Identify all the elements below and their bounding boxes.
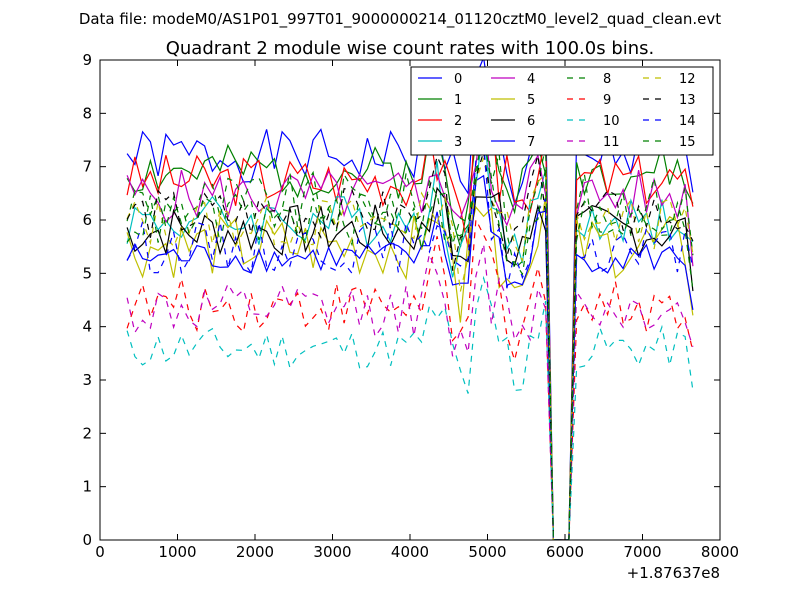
series-line-12 — [126, 157, 694, 540]
y-tick-label: 2 — [82, 424, 92, 442]
legend-label-1: 1 — [454, 93, 462, 108]
legend-label-10: 10 — [603, 114, 620, 129]
x-tick-label: 1000 — [158, 543, 196, 561]
series-layer — [126, 60, 694, 540]
series-line-4 — [126, 105, 694, 540]
legend-label-8: 8 — [603, 72, 611, 87]
legend-label-15: 15 — [679, 135, 696, 150]
y-tick-label: 7 — [82, 158, 92, 176]
y-tick-label: 5 — [82, 264, 92, 282]
x-tick-label: 0 — [95, 543, 105, 561]
series-line-10 — [126, 275, 694, 540]
legend-label-4: 4 — [527, 72, 535, 87]
legend-label-0: 0 — [454, 72, 462, 87]
series-line-13 — [126, 151, 694, 540]
x-tick-label: 8000 — [701, 543, 739, 561]
legend-label-2: 2 — [454, 114, 462, 129]
legend-label-9: 9 — [603, 93, 611, 108]
y-tick-label: 3 — [82, 371, 92, 389]
series-line-9 — [126, 217, 694, 540]
legend-label-11: 11 — [603, 135, 620, 150]
series-line-14 — [126, 142, 694, 540]
y-tick-label: 8 — [82, 104, 92, 122]
series-line-15 — [126, 118, 694, 540]
legend-label-7: 7 — [527, 135, 535, 150]
legend-label-13: 13 — [679, 93, 696, 108]
series-line-11 — [126, 243, 694, 540]
legend-label-5: 5 — [527, 93, 535, 108]
suptitle: Data file: modeM0/AS1P01_997T01_90000002… — [79, 10, 721, 29]
legend-label-6: 6 — [527, 114, 535, 129]
chart-title: Quadrant 2 module wise count rates with … — [166, 38, 655, 59]
x-tick-label: 3000 — [313, 543, 351, 561]
legend-box — [410, 66, 714, 156]
series-line-6 — [126, 186, 694, 540]
y-tick-label: 0 — [82, 531, 92, 549]
plot-area: 0 1000 2000 3000 4000 5000 6000 7000 8000 012345… — [82, 51, 739, 582]
x-axis: 0 1000 2000 3000 4000 5000 6000 7000 8000 — [95, 60, 739, 561]
y-tick-label: 1 — [82, 478, 92, 496]
series-line-8 — [126, 134, 694, 540]
y-tick-label: 6 — [82, 211, 92, 229]
x-tick-label: 2000 — [236, 543, 274, 561]
series-line-2 — [126, 84, 694, 540]
series-line-1 — [126, 75, 694, 540]
y-tick-label: 9 — [82, 51, 92, 69]
legend-label-12: 12 — [679, 72, 696, 87]
y-tick-label: 4 — [82, 318, 92, 336]
legend-label-3: 3 — [454, 135, 462, 150]
x-tick-label: 7000 — [623, 543, 661, 561]
x-tick-label: 4000 — [391, 543, 429, 561]
legend-label-14: 14 — [679, 114, 696, 129]
x-tick-label: 6000 — [546, 543, 584, 561]
series-line-5 — [126, 195, 694, 540]
x-offset-label: +1.87637e8 — [627, 564, 720, 582]
x-tick-label: 5000 — [468, 543, 506, 561]
